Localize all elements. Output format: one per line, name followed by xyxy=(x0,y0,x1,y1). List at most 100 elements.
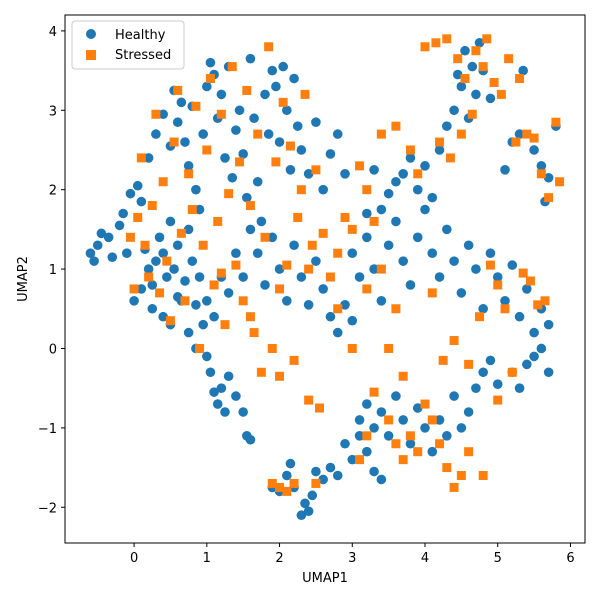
stressed-point-128 xyxy=(304,264,314,274)
healthy-point-35 xyxy=(180,137,190,147)
healthy-point-194 xyxy=(442,121,452,131)
stressed-point-46 xyxy=(293,212,303,222)
healthy-point-125 xyxy=(318,474,328,485)
healthy-point-145 xyxy=(434,415,445,425)
stressed-point-23 xyxy=(209,280,219,290)
healthy-point-26 xyxy=(191,300,201,310)
stressed-point-109 xyxy=(362,431,372,441)
stressed-point-87 xyxy=(496,89,506,99)
healthy-point-72 xyxy=(332,129,343,139)
healthy-point-191 xyxy=(420,161,430,171)
healthy-point-167 xyxy=(456,288,467,298)
stressed-point-125 xyxy=(216,268,226,278)
healthy-point-159 xyxy=(398,256,408,266)
healthy-point-19 xyxy=(165,216,176,227)
stressed-point-73 xyxy=(445,153,455,163)
healthy-point-60 xyxy=(271,81,281,92)
stressed-point-111 xyxy=(384,415,394,425)
healthy-point-120 xyxy=(296,510,307,521)
healthy-point-94 xyxy=(202,296,212,306)
x-tick-label-4: 4 xyxy=(421,551,429,566)
stressed-point-10 xyxy=(162,256,172,266)
stressed-point-12 xyxy=(169,137,179,147)
healthy-point-29 xyxy=(151,129,161,139)
stressed-point-30 xyxy=(235,157,245,167)
plot-frame xyxy=(64,14,586,544)
stressed-point-31 xyxy=(238,296,248,306)
healthy-point-107 xyxy=(296,272,307,282)
y-tick-label-0: 0 xyxy=(49,342,57,357)
healthy-point-50 xyxy=(234,105,245,116)
legend-label-stressed: Stressed xyxy=(115,48,171,63)
healthy-point-117 xyxy=(282,470,292,481)
stressed-point-56 xyxy=(340,212,350,222)
healthy-point-202 xyxy=(467,61,478,72)
healthy-point-42 xyxy=(205,57,216,68)
stressed-point-67 xyxy=(420,42,430,52)
stressed-point-129 xyxy=(333,304,343,314)
stressed-point-122 xyxy=(464,447,474,457)
healthy-point-214 xyxy=(383,188,394,199)
stressed-point-68 xyxy=(427,288,437,298)
healthy-point-195 xyxy=(449,105,459,116)
healthy-point-176 xyxy=(522,284,532,294)
healthy-point-109 xyxy=(311,256,321,266)
healthy-point-142 xyxy=(412,403,423,413)
healthy-point-168 xyxy=(463,240,474,251)
stressed-point-90 xyxy=(507,367,517,377)
healthy-point-128 xyxy=(340,438,350,449)
healthy-point-67 xyxy=(296,145,307,155)
healthy-point-215 xyxy=(391,176,401,187)
healthy-point-114 xyxy=(347,315,358,326)
stressed-point-72 xyxy=(442,34,452,44)
stressed-point-49 xyxy=(304,395,314,405)
stressed-point-127 xyxy=(275,284,285,294)
healthy-point-49 xyxy=(231,125,241,135)
stressed-point-115 xyxy=(413,447,423,457)
stressed-point-9 xyxy=(158,177,168,187)
stressed-point-132 xyxy=(391,121,401,131)
healthy-point-52 xyxy=(242,192,252,203)
healthy-point-20 xyxy=(169,264,179,274)
stressed-point-22 xyxy=(205,74,215,84)
healthy-point-198 xyxy=(471,89,481,100)
healthy-point-76 xyxy=(147,303,158,314)
healthy-point-126 xyxy=(325,462,336,473)
healthy-point-141 xyxy=(405,438,416,449)
x-tick-label-5: 5 xyxy=(494,551,502,566)
stressed-point-107 xyxy=(311,478,321,488)
stressed-point-58 xyxy=(355,161,365,171)
healthy-point-45 xyxy=(216,89,227,100)
stressed-point-35 xyxy=(253,129,263,139)
healthy-point-190 xyxy=(412,184,423,195)
stressed-point-81 xyxy=(475,312,485,322)
healthy-point-106 xyxy=(289,240,299,251)
healthy-point-89 xyxy=(223,371,234,382)
healthy-point-63 xyxy=(282,105,292,116)
healthy-point-88 xyxy=(220,407,230,417)
stressed-point-103 xyxy=(267,478,277,488)
healthy-point-8 xyxy=(122,248,132,258)
healthy-point-151 xyxy=(478,367,488,378)
stressed-point-3 xyxy=(136,153,146,163)
healthy-point-163 xyxy=(427,248,438,258)
x-tick-label-6: 6 xyxy=(566,551,574,566)
healthy-point-79 xyxy=(172,292,183,302)
healthy-point-146 xyxy=(442,431,452,441)
healthy-point-188 xyxy=(398,169,408,179)
points-layer xyxy=(85,34,565,521)
stressed-point-34 xyxy=(249,328,259,338)
healthy-point-1 xyxy=(89,256,99,266)
healthy-point-25 xyxy=(187,256,198,266)
healthy-point-169 xyxy=(471,264,481,274)
healthy-point-3 xyxy=(96,228,107,239)
stressed-point-15 xyxy=(180,296,190,306)
stressed-point-92 xyxy=(515,74,525,84)
healthy-point-183 xyxy=(529,351,539,362)
stressed-point-100 xyxy=(544,193,554,203)
stressed-point-45 xyxy=(289,355,299,365)
healthy-point-165 xyxy=(442,224,452,235)
stressed-point-11 xyxy=(165,316,175,326)
stressed-point-121 xyxy=(456,471,466,481)
